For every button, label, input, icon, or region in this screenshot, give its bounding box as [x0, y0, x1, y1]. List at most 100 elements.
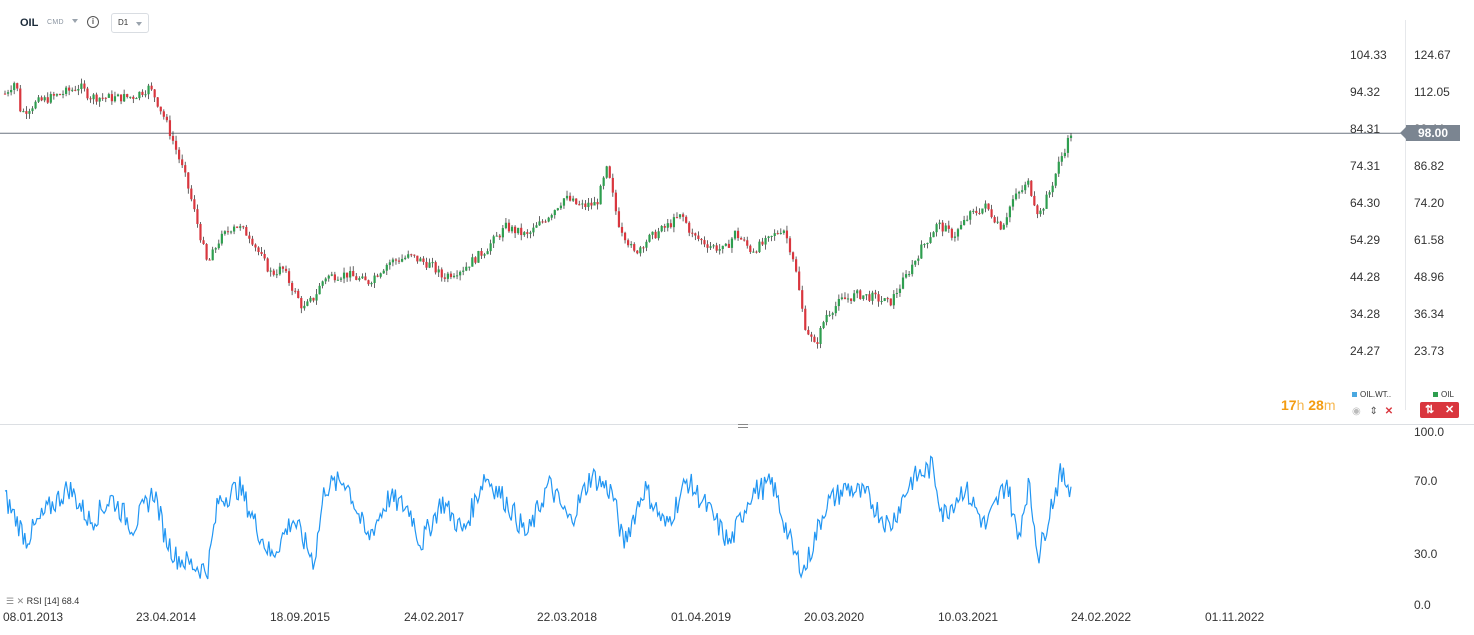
candle-body[interactable]	[614, 192, 617, 212]
candle-body[interactable]	[581, 203, 584, 205]
candle-body[interactable]	[498, 235, 501, 238]
candle-body[interactable]	[926, 242, 929, 245]
candle-body[interactable]	[129, 96, 132, 98]
candle-body[interactable]	[358, 278, 361, 280]
candle-body[interactable]	[810, 334, 813, 337]
candle-body[interactable]	[116, 94, 120, 97]
candle-body[interactable]	[556, 208, 559, 211]
candle-body[interactable]	[541, 221, 544, 223]
candle-body[interactable]	[517, 227, 520, 234]
candle-body[interactable]	[336, 279, 340, 281]
candle-body[interactable]	[284, 268, 288, 272]
candle-body[interactable]	[862, 295, 865, 299]
candle-body[interactable]	[321, 281, 324, 286]
candle-body[interactable]	[627, 240, 630, 246]
candle-body[interactable]	[138, 91, 141, 99]
candle-body[interactable]	[630, 244, 633, 246]
candle-body[interactable]	[575, 198, 578, 205]
candle-body[interactable]	[89, 98, 92, 100]
candle-body[interactable]	[300, 298, 303, 309]
candle-body[interactable]	[883, 298, 886, 301]
candle-body[interactable]	[950, 228, 953, 238]
candle-body[interactable]	[144, 94, 147, 96]
candle-body[interactable]	[932, 232, 935, 238]
candle-body[interactable]	[162, 111, 165, 117]
candle-body[interactable]	[486, 251, 489, 255]
candle-body[interactable]	[645, 241, 648, 248]
candle-body[interactable]	[865, 294, 868, 296]
candle-body[interactable]	[205, 244, 208, 260]
rsi-line[interactable]	[4, 455, 1072, 580]
candle-body[interactable]	[86, 88, 89, 99]
candle-body[interactable]	[303, 305, 306, 309]
candle-body[interactable]	[923, 244, 926, 246]
candle-body[interactable]	[342, 272, 346, 279]
candle-body[interactable]	[245, 227, 248, 236]
candle-body[interactable]	[767, 236, 770, 239]
candle-body[interactable]	[507, 222, 511, 232]
candle-body[interactable]	[675, 217, 679, 219]
candle-body[interactable]	[202, 240, 205, 245]
candle-body[interactable]	[68, 87, 71, 91]
candle-body[interactable]	[223, 231, 227, 234]
candle-body[interactable]	[217, 243, 220, 249]
candle-body[interactable]	[156, 97, 159, 107]
candle-body[interactable]	[709, 246, 712, 248]
candle-body[interactable]	[953, 236, 957, 238]
resize-handle[interactable]	[738, 424, 748, 428]
candle-body[interactable]	[419, 258, 422, 262]
candle-body[interactable]	[95, 94, 98, 102]
candle-body[interactable]	[28, 111, 31, 114]
candle-body[interactable]	[856, 290, 859, 294]
close-icon[interactable]: ✕	[1384, 406, 1394, 417]
candle-body[interactable]	[489, 243, 492, 252]
candle-body[interactable]	[889, 298, 892, 306]
candle-body[interactable]	[825, 314, 828, 323]
candle-body[interactable]	[553, 210, 556, 216]
candle-body[interactable]	[547, 217, 550, 222]
candle-body[interactable]	[71, 89, 74, 91]
candle-body[interactable]	[480, 250, 483, 256]
candle-body[interactable]	[529, 232, 532, 234]
candle-body[interactable]	[16, 83, 19, 89]
symbol-label[interactable]: OIL	[20, 17, 39, 29]
candle-body[interactable]	[788, 238, 792, 253]
candle-body[interactable]	[110, 94, 114, 102]
candle-body[interactable]	[981, 208, 984, 214]
candle-body[interactable]	[312, 297, 315, 301]
candle-body[interactable]	[364, 276, 367, 281]
candle-body[interactable]	[416, 255, 419, 262]
candle-body[interactable]	[339, 278, 343, 280]
candle-body[interactable]	[257, 247, 260, 252]
candle-body[interactable]	[819, 327, 822, 344]
candle-body[interactable]	[672, 217, 676, 228]
candle-body[interactable]	[294, 290, 297, 292]
candle-body[interactable]	[181, 159, 184, 166]
move-icon[interactable]: ⇕	[1369, 406, 1378, 417]
candle-body[interactable]	[287, 271, 291, 283]
candle-body[interactable]	[254, 244, 257, 248]
candle-body[interactable]	[578, 204, 581, 206]
candle-body[interactable]	[272, 270, 275, 275]
candle-body[interactable]	[315, 294, 318, 301]
candle-body[interactable]	[904, 274, 908, 278]
candle-body[interactable]	[449, 273, 453, 278]
candle-body[interactable]	[901, 277, 905, 289]
rsi-legend[interactable]: ☰ ✕ RSI [14] 68.4	[6, 596, 79, 607]
candle-body[interactable]	[404, 257, 407, 259]
candle-body[interactable]	[538, 221, 541, 226]
legend-oil[interactable]: OIL	[1433, 390, 1454, 399]
candle-body[interactable]	[691, 232, 694, 234]
candle-body[interactable]	[413, 254, 416, 256]
candle-body[interactable]	[61, 93, 65, 95]
pane-divider[interactable]	[0, 424, 1474, 425]
oil-series-controls[interactable]: ⇅ ✕	[1420, 402, 1459, 418]
candle-body[interactable]	[785, 230, 789, 239]
candle-body[interactable]	[959, 224, 963, 230]
candle-body[interactable]	[678, 214, 682, 218]
candle-body[interactable]	[150, 85, 153, 90]
candle-body[interactable]	[376, 275, 379, 277]
candle-body[interactable]	[388, 262, 391, 265]
candle-body[interactable]	[947, 225, 950, 229]
candle-body[interactable]	[535, 225, 538, 228]
